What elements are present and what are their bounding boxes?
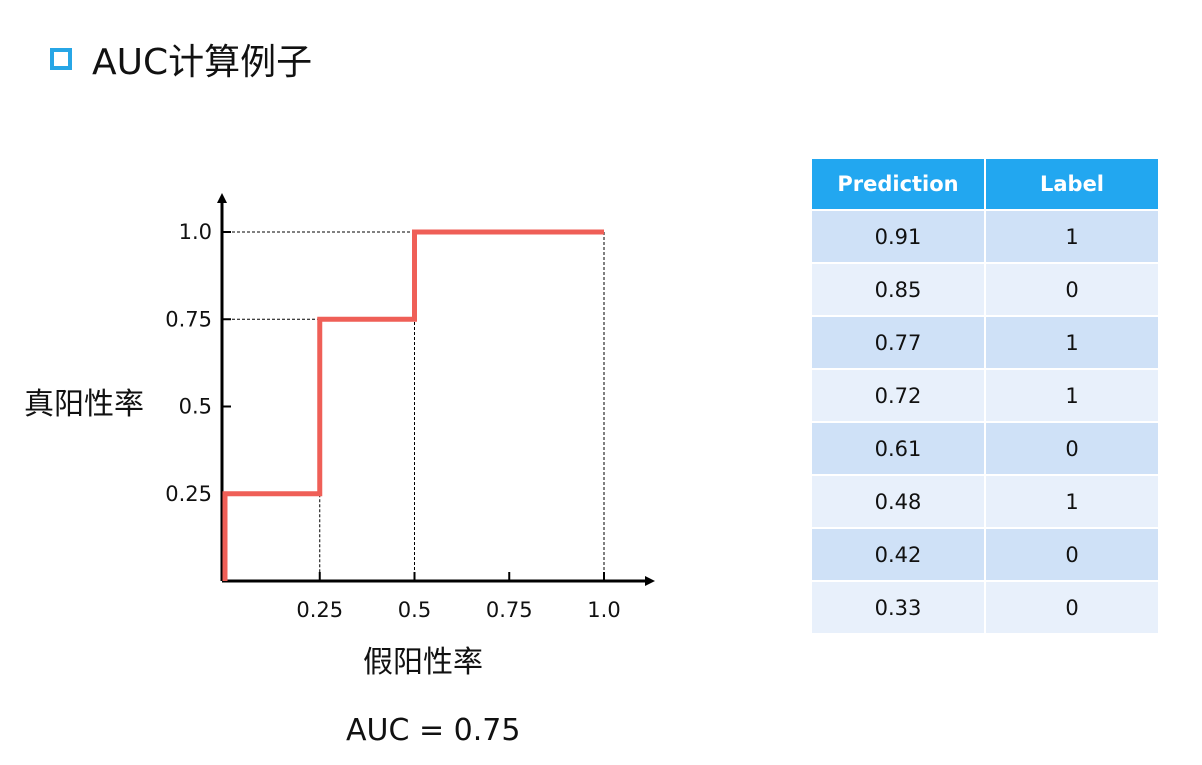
- label-cell: 1: [984, 368, 1160, 423]
- series-layer: [222, 229, 604, 581]
- auc-value-text: AUC = 0.75: [346, 713, 521, 748]
- label-cell: 1: [984, 209, 1160, 264]
- prediction-cell: 0.61: [810, 421, 986, 476]
- square-bullet-icon: [50, 48, 72, 70]
- roc-curve-line: [222, 229, 604, 581]
- x-tick-label: 0.75: [486, 598, 533, 622]
- prediction-cell: 0.48: [810, 474, 986, 529]
- label-cell: 0: [984, 421, 1160, 476]
- x-axis-title: 假阳性率: [363, 645, 483, 680]
- column-header-prediction: Prediction: [810, 157, 986, 211]
- table-body: 0.91 1 0.85 0 0.77 1 0.72 1 0.61 0 0.48 1 0.42 0 0.33 0: [810, 209, 1160, 635]
- x-tick-label: 0.25: [296, 598, 343, 622]
- roc-chart: 0.25 0.5 0.75 1.0 1.0 0.75 0.5 0.25 假阳性率 真阳性率: [24, 193, 655, 680]
- prediction-cell: 0.42: [810, 527, 986, 582]
- table-row: 0.77 1: [810, 315, 1160, 370]
- y-tick-label: 0.25: [165, 482, 212, 506]
- prediction-cell: 0.33: [810, 580, 986, 635]
- prediction-cell: 0.72: [810, 368, 986, 423]
- y-tick-label: 0.5: [179, 395, 212, 419]
- slide-title-row: AUC计算例子: [50, 34, 312, 84]
- label-cell: 0: [984, 527, 1160, 582]
- x-tick-label: 1.0: [587, 598, 620, 622]
- label-cell: 1: [984, 315, 1160, 370]
- x-ticks: 0.25 0.5 0.75 1.0: [296, 572, 621, 622]
- table-row: 0.33 0: [810, 580, 1160, 635]
- x-tick-label: 0.5: [398, 598, 431, 622]
- table-header-row: Prediction Label: [810, 157, 1160, 211]
- table-row: 0.91 1: [810, 209, 1160, 264]
- label-cell: 1: [984, 474, 1160, 529]
- prediction-cell: 0.77: [810, 315, 986, 370]
- table-row: 0.72 1: [810, 368, 1160, 423]
- table-row: 0.85 0: [810, 262, 1160, 317]
- column-header-label: Label: [984, 157, 1160, 211]
- table-row: 0.42 0: [810, 527, 1160, 582]
- table-row: 0.61 0: [810, 421, 1160, 476]
- y-axis-title: 真阳性率: [24, 387, 144, 422]
- prediction-cell: 0.85: [810, 262, 986, 317]
- slide-title: AUC计算例子: [92, 42, 313, 83]
- label-cell: 0: [984, 580, 1160, 635]
- y-tick-label: 1.0: [179, 220, 212, 244]
- label-cell: 0: [984, 262, 1160, 317]
- y-tick-label: 0.75: [165, 307, 212, 331]
- prediction-cell: 0.91: [810, 209, 986, 264]
- table-row: 0.48 1: [810, 474, 1160, 529]
- prediction-table: Prediction Label 0.91 1 0.85 0 0.77 1 0.72 1 0.6…: [810, 157, 1160, 635]
